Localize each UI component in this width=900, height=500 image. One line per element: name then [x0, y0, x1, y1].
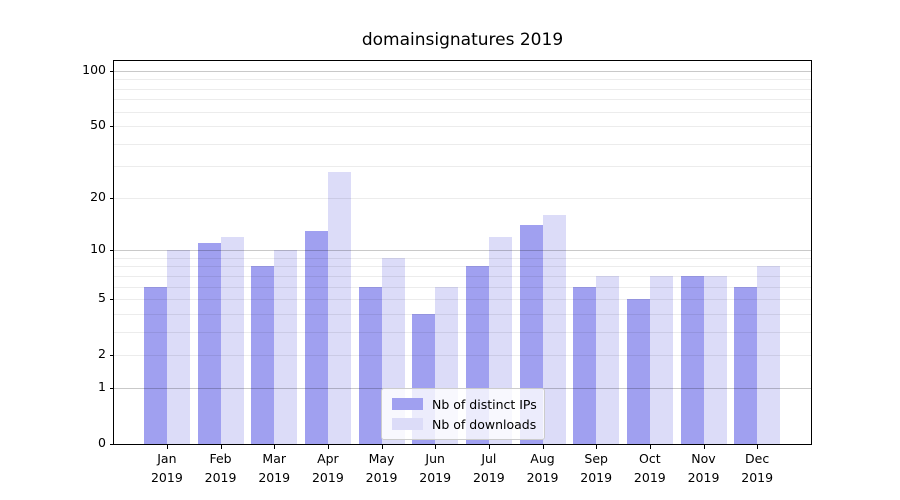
bar-sep-downloads — [596, 275, 620, 444]
bar-oct-downloads — [649, 275, 673, 444]
gridline-minor-90 — [114, 79, 811, 81]
bar-apr-ips — [304, 230, 328, 444]
bar-feb-downloads — [220, 236, 244, 444]
x-tick-label-jul: Jul 2019 — [472, 451, 505, 485]
x-tick-label-jan: Jan 2019 — [150, 451, 183, 485]
y-tick-label-5: 5 — [98, 290, 106, 306]
bar-jan-ips — [143, 286, 167, 444]
legend: Nb of distinct IPs Nb of downloads — [381, 388, 545, 440]
x-tick-sep — [596, 445, 598, 449]
x-tick-label-dec: Dec 2019 — [741, 451, 774, 485]
x-tick-mar — [274, 445, 276, 449]
y-tick-label-100: 100 — [82, 61, 106, 77]
legend-swatch-distinct-ips — [392, 398, 423, 410]
gridline-minor-20 — [114, 197, 811, 199]
bar-dec-ips — [734, 286, 758, 444]
bar-nov-downloads — [703, 275, 727, 444]
x-tick-feb — [220, 445, 222, 449]
x-tick-jan — [166, 445, 168, 449]
x-tick-label-may: May 2019 — [365, 451, 398, 485]
bar-apr-downloads — [327, 171, 351, 444]
x-tick-dec — [757, 445, 759, 449]
gridline-minor-3 — [114, 331, 811, 333]
y-tick-label-20: 20 — [90, 188, 106, 204]
gridline-minor-7 — [114, 275, 811, 277]
x-tick-may — [381, 445, 383, 449]
gridline-major-10 — [114, 250, 811, 252]
x-tick-jun — [435, 445, 437, 449]
bar-mar-ips — [251, 266, 275, 444]
x-tick-oct — [649, 445, 651, 449]
gridline-minor-80 — [114, 88, 811, 90]
gridlines-layer — [114, 61, 811, 444]
y-tick-label-10: 10 — [90, 241, 106, 257]
legend-row-distinct-ips: Nb of distinct IPs — [392, 394, 537, 414]
gridline-minor-40 — [114, 143, 811, 145]
x-tick-jul — [488, 445, 490, 449]
gridline-minor-4 — [114, 313, 811, 315]
bar-oct-ips — [626, 299, 650, 444]
bar-aug-downloads — [542, 214, 566, 444]
bar-may-ips — [358, 286, 382, 444]
x-tick-apr — [327, 445, 329, 449]
plot-area: Nb of distinct IPs Nb of downloads — [113, 60, 812, 445]
gridline-minor-2 — [114, 355, 811, 357]
gridline-minor-6 — [114, 286, 811, 288]
x-tick-aug — [542, 445, 544, 449]
y-tick-label-2: 2 — [98, 346, 106, 362]
gridline-minor-5 — [114, 299, 811, 301]
bar-mar-downloads — [274, 250, 298, 444]
x-tick-label-oct: Oct 2019 — [633, 451, 666, 485]
y-tick-label-0: 0 — [98, 435, 106, 450]
x-tick-label-mar: Mar 2019 — [258, 451, 291, 485]
gridline-minor-8 — [114, 266, 811, 268]
x-tick-label-sep: Sep 2019 — [580, 451, 613, 485]
chart-title: domainsignatures 2019 — [361, 30, 564, 50]
legend-swatch-downloads — [392, 418, 423, 430]
gridline-minor-30 — [114, 166, 811, 168]
gridline-major-100 — [114, 70, 811, 72]
x-tick-label-apr: Apr 2019 — [311, 451, 344, 485]
x-tick-nov — [703, 445, 705, 449]
x-tick-label-feb: Feb 2019 — [204, 451, 237, 485]
x-tick-label-aug: Aug 2019 — [526, 451, 559, 485]
gridline-minor-60 — [114, 111, 811, 113]
y-tick-label-1: 1 — [98, 378, 106, 394]
bar-feb-ips — [197, 243, 221, 444]
bar-sep-ips — [573, 286, 597, 444]
bar-dec-downloads — [757, 266, 781, 444]
legend-label-downloads: Nb of downloads — [432, 416, 537, 432]
bar-jan-downloads — [166, 250, 190, 444]
y-tick-label-50: 50 — [90, 117, 106, 133]
x-tick-label-nov: Nov 2019 — [687, 451, 720, 485]
bars-layer — [114, 61, 811, 444]
gridline-minor-9 — [114, 257, 811, 259]
gridline-minor-70 — [114, 99, 811, 101]
legend-row-downloads: Nb of downloads — [392, 414, 537, 434]
bar-nov-ips — [680, 275, 704, 444]
legend-label-distinct-ips: Nb of distinct IPs — [432, 396, 537, 412]
gridline-minor-50 — [114, 126, 811, 128]
x-tick-label-jun: Jun 2019 — [419, 451, 452, 485]
